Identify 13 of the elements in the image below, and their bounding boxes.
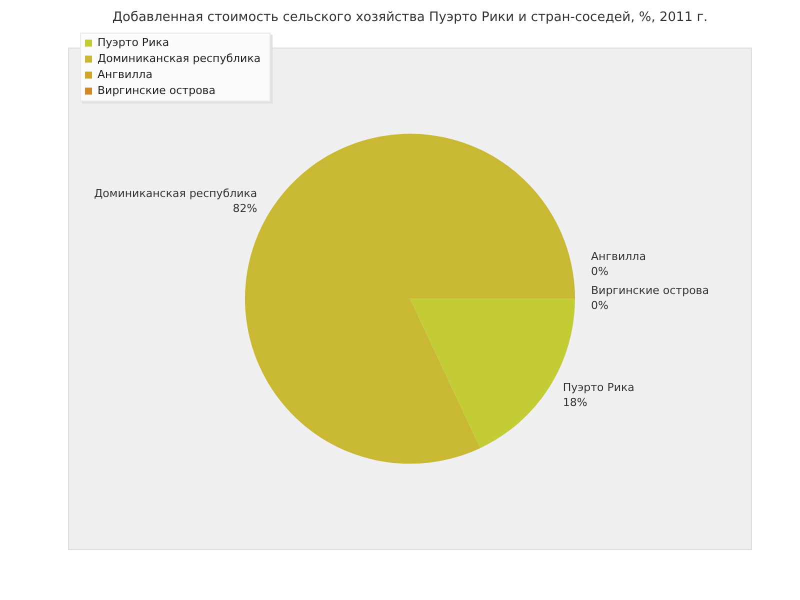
text: 0% [591, 265, 608, 278]
legend-label: Доминиканская республика [98, 52, 261, 65]
data-label: 82% [232, 202, 258, 216]
legend-label: Виргинские острова [98, 84, 216, 97]
legend-label: Ангвилла [98, 68, 152, 81]
data-label: 18% [562, 396, 588, 410]
slice-label: Доминиканская республика [94, 187, 258, 200]
category-label: Виргинские острова [591, 284, 710, 298]
category-label: Ангвилла [591, 250, 646, 264]
text: 0% [591, 299, 608, 312]
slice-label: Пуэрто Рика [562, 381, 634, 394]
legend-label: Пуэрто Рика [98, 36, 170, 49]
chart-title: Добавленная стоимость сельского хозяйства Пуэрто Рики и стран-соседей, %, 2011 г. [112, 10, 708, 26]
